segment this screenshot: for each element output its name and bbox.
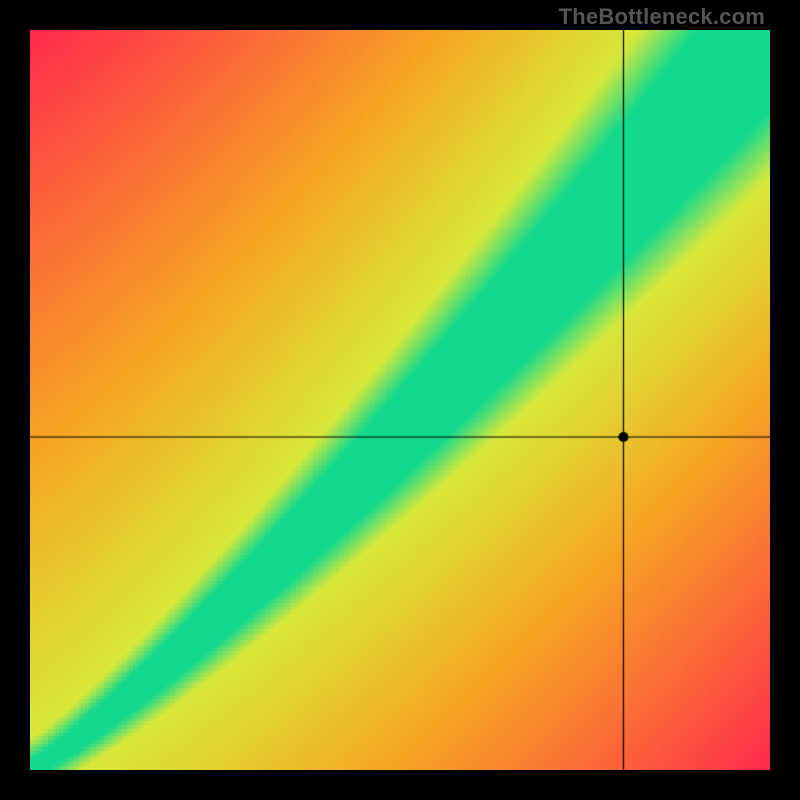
watermark-text: TheBottleneck.com <box>559 4 765 30</box>
chart-container: TheBottleneck.com <box>0 0 800 800</box>
heatmap-canvas <box>30 30 770 770</box>
